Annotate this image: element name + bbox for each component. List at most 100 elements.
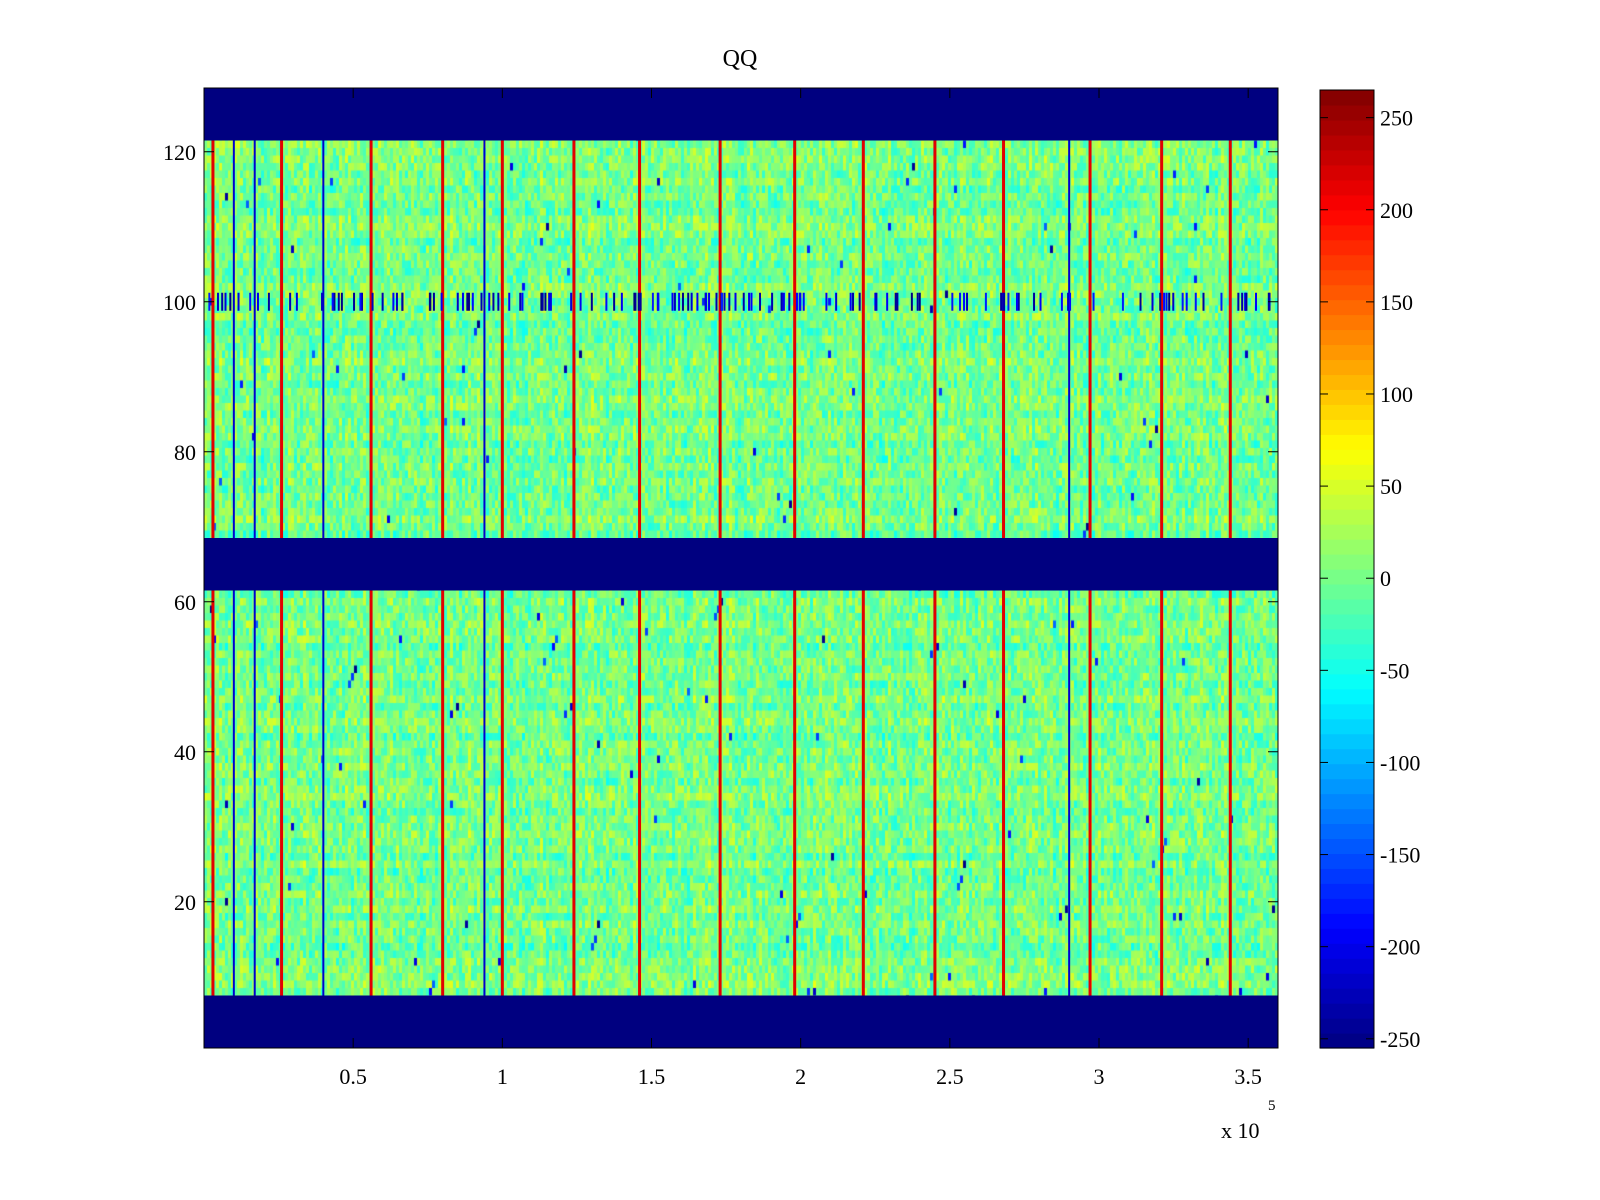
row-streak	[1069, 292, 1072, 311]
row-streak	[295, 292, 298, 311]
row-streak	[497, 292, 500, 311]
low-column-4-0	[1068, 590, 1071, 996]
row-streak	[750, 292, 753, 311]
colorbar-step	[1320, 299, 1374, 316]
row-streak	[360, 292, 363, 311]
masked-band-2	[204, 88, 1278, 141]
row-streak	[963, 292, 966, 311]
high-column-5-1	[572, 140, 576, 538]
high-column-6-0	[638, 590, 642, 996]
row-streak	[331, 292, 334, 311]
colorbar-step	[1320, 224, 1374, 241]
colorbar-step	[1320, 239, 1374, 256]
high-column-13-1	[1160, 140, 1164, 538]
high-column-8-0	[793, 590, 797, 996]
colorbar-step	[1320, 554, 1374, 570]
row-streak	[590, 292, 593, 311]
row-streak	[633, 292, 636, 311]
row-streak	[440, 292, 443, 311]
row-streak	[687, 292, 690, 311]
row-streak	[461, 292, 464, 311]
row-streak	[651, 292, 654, 311]
x-exponent-power: 5	[1268, 1098, 1276, 1114]
row-streak	[671, 292, 674, 311]
row-streak	[708, 292, 711, 311]
row-streak	[852, 292, 855, 311]
row-streak	[1163, 292, 1166, 311]
colorbar-step	[1320, 449, 1374, 465]
row-streak	[359, 292, 362, 311]
row-streak	[466, 292, 469, 311]
colorbar-tick-label: -200	[1380, 935, 1420, 960]
row-streak	[1165, 292, 1168, 311]
colorbar-step	[1320, 134, 1374, 151]
colorbar-step	[1320, 179, 1374, 196]
colorbar-step	[1320, 673, 1374, 690]
x-tick-label: 2.5	[936, 1064, 964, 1089]
colorbar-tick-label: 100	[1380, 382, 1413, 407]
row-streak	[634, 292, 637, 311]
colorbar-step	[1320, 464, 1374, 480]
colorbar-step	[1320, 1033, 1374, 1049]
row-streak	[748, 292, 751, 311]
colorbar-step	[1320, 374, 1374, 390]
high-column-3-1	[441, 140, 445, 538]
colorbar-step	[1320, 898, 1374, 914]
row-streak	[1000, 292, 1003, 311]
high-column-3-0	[441, 590, 445, 996]
colorbar-tick-label: 0	[1380, 566, 1391, 591]
y-tick-label: 80	[174, 440, 196, 465]
row-streak	[521, 292, 524, 311]
colorbar-step	[1320, 748, 1374, 765]
row-streak	[267, 292, 270, 311]
row-streak	[1017, 292, 1020, 311]
low-column-0-0	[232, 590, 235, 996]
row-streak	[1185, 292, 1188, 311]
colorbar-step	[1320, 988, 1374, 1004]
high-column-11-1	[1002, 140, 1006, 538]
heatmap-plot-area	[203, 87, 1279, 1049]
row-streak	[432, 292, 435, 311]
colorbar-step	[1320, 853, 1374, 869]
row-streak	[337, 292, 340, 311]
high-column-14-1	[1228, 140, 1232, 538]
high-column-0-0	[211, 590, 215, 996]
high-column-6-1	[638, 140, 642, 538]
colorbar-tick-label: 150	[1380, 290, 1413, 315]
row-streak	[508, 292, 511, 311]
row-streak	[690, 292, 693, 311]
colorbar-step	[1320, 90, 1374, 106]
colorbar-tick-label: 50	[1380, 474, 1402, 499]
low-column-2-0	[322, 590, 325, 996]
colorbar-step	[1320, 104, 1374, 121]
high-column-12-0	[1088, 590, 1092, 996]
row-streak	[1255, 292, 1258, 311]
row-streak	[910, 292, 913, 311]
row-streak	[541, 292, 544, 311]
high-column-9-0	[861, 590, 865, 996]
high-column-12-1	[1088, 140, 1092, 538]
x-tick-label: 1.5	[638, 1064, 666, 1089]
colorbar-step	[1320, 479, 1374, 495]
row-streak	[720, 292, 723, 311]
colorbar-step	[1320, 194, 1374, 211]
row-streak	[874, 292, 877, 311]
masked-band-0	[204, 995, 1278, 1048]
colorbar-step	[1320, 628, 1374, 645]
x-tick-label: 0.5	[339, 1064, 367, 1089]
colorbar-tick-label: -100	[1380, 750, 1420, 775]
colorbar-step	[1320, 718, 1374, 735]
row-streak	[788, 292, 791, 311]
row-streak	[673, 292, 676, 311]
row-streak	[771, 292, 774, 311]
row-streak	[1139, 292, 1142, 311]
high-column-2-0	[369, 590, 373, 996]
row-streak	[548, 292, 551, 311]
row-streak	[1245, 292, 1248, 311]
row-streak	[249, 292, 252, 311]
row-streak	[519, 292, 522, 311]
row-streak	[896, 292, 899, 311]
row-streak	[371, 292, 374, 311]
row-streak	[353, 292, 356, 311]
colorbar-step	[1320, 209, 1374, 226]
